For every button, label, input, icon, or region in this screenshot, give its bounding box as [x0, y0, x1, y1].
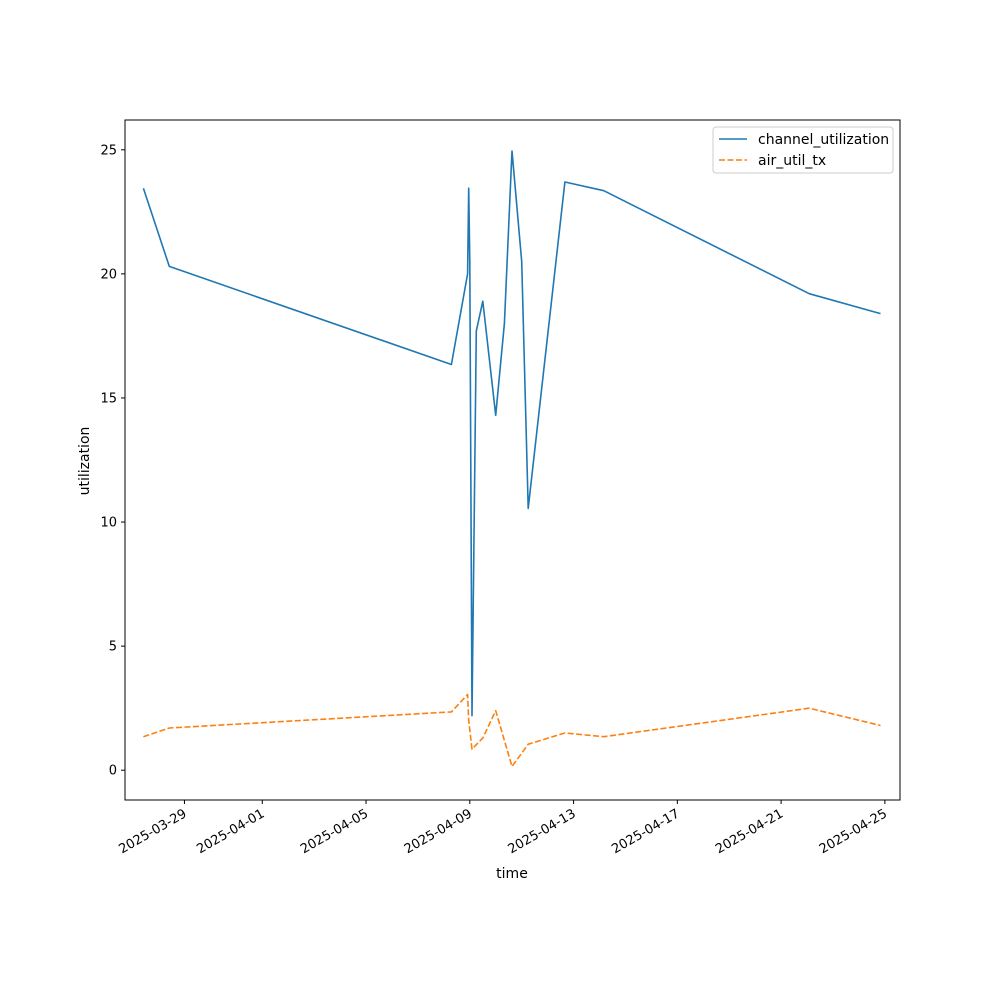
x-tick-label: 2025-04-25	[817, 806, 890, 857]
x-tick-label: 2025-04-17	[609, 806, 682, 857]
series-line-channel-utilization	[142, 150, 881, 717]
x-tick-label: 2025-04-09	[402, 806, 475, 857]
series-layer	[142, 150, 881, 768]
y-tick-label: 20	[100, 267, 117, 282]
x-tick-label: 2025-04-01	[194, 806, 267, 857]
x-axis-label: time	[496, 866, 528, 882]
y-axis-label: utilization	[77, 427, 93, 496]
y-tick-label: 5	[109, 640, 117, 655]
legend-box	[712, 126, 894, 174]
y-tick-label: 10	[100, 516, 117, 531]
plot-frame	[124, 119, 901, 801]
plot-area	[125, 120, 900, 800]
legend-label: channel_utilization	[758, 132, 889, 148]
y-tick-label: 15	[100, 391, 117, 406]
x-tick-label: 2025-04-13	[506, 806, 579, 857]
series-line-air-util-tx	[143, 693, 881, 768]
y-tick-label: 0	[109, 764, 117, 779]
x-axis: 2025-03-29 2025-04-01 2025-04-05 2025-04-09…	[117, 800, 890, 857]
legend: channel_utilization air_util_tx	[712, 126, 894, 174]
y-tick-label: 25	[100, 143, 117, 158]
x-tick-label: 2025-04-21	[713, 806, 786, 857]
y-axis: 0 5 10 15 20 25	[100, 143, 125, 779]
x-tick-label: 2025-03-29	[117, 806, 190, 857]
legend-label: air_util_tx	[758, 153, 826, 169]
x-tick-label: 2025-04-05	[298, 806, 371, 857]
